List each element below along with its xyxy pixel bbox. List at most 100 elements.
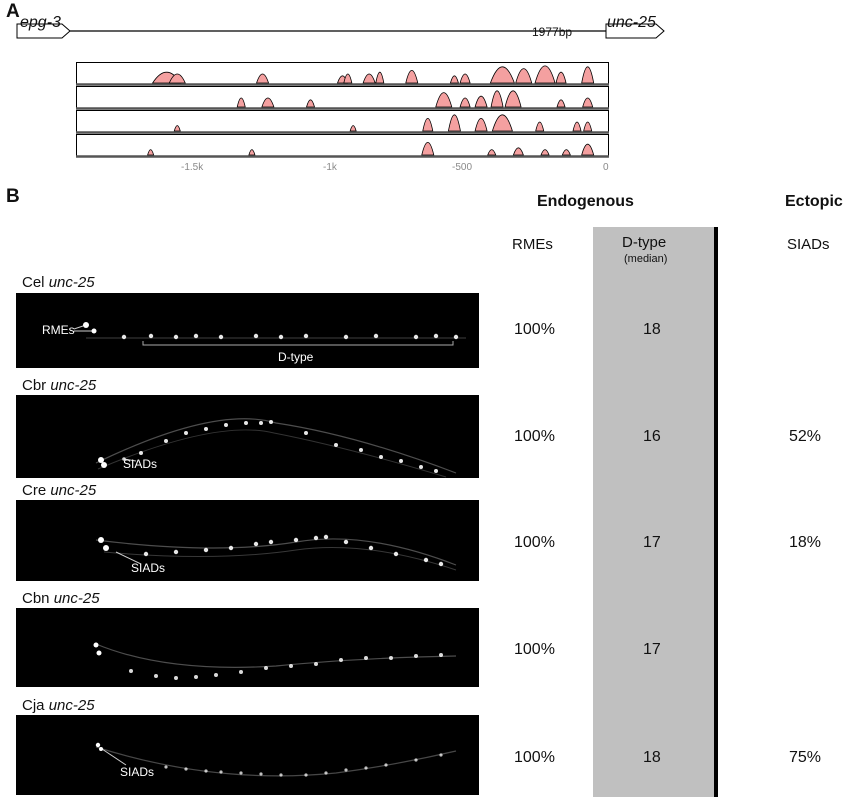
neuron-spot xyxy=(99,747,103,751)
conservation-peak xyxy=(449,75,459,84)
conservation-peak xyxy=(349,125,357,132)
neuron-spot xyxy=(339,658,343,662)
neuron-spot xyxy=(148,333,154,339)
neuron-spot xyxy=(173,334,179,340)
neuron-spot xyxy=(268,539,274,545)
neuron-spot xyxy=(323,534,329,540)
conservation-peak xyxy=(555,71,567,84)
panel-a-letter: A xyxy=(6,1,20,22)
neuron-spot xyxy=(218,334,224,340)
neuron-spot xyxy=(343,539,349,545)
neuron-spot xyxy=(204,769,208,773)
neuron-spot xyxy=(304,431,308,435)
conservation-track-2 xyxy=(76,86,609,109)
neuron-spot xyxy=(103,545,109,551)
neuron-spot xyxy=(359,448,363,452)
neuron-spot xyxy=(93,642,99,648)
conservation-peak xyxy=(261,97,275,108)
conservation-peak xyxy=(435,92,453,108)
neuron-spot xyxy=(194,675,198,679)
unc25-gene-label: unc-25 xyxy=(607,14,656,31)
siads-value-cre: 18% xyxy=(789,534,822,551)
annotation-leader-line xyxy=(73,324,87,330)
neuron-spot xyxy=(304,773,308,777)
neuron-spot xyxy=(259,421,263,425)
dtype-value-cel: 18 xyxy=(643,321,661,338)
conservation-peak xyxy=(491,114,513,132)
neuron-spot xyxy=(224,423,228,427)
siads-value-cja: 75% xyxy=(789,749,822,766)
conservation-peak xyxy=(405,69,419,84)
neuron-spot xyxy=(423,557,429,563)
conservation-peak xyxy=(474,95,488,108)
conservation-peak xyxy=(504,90,522,108)
annotation-dtype: D-type xyxy=(278,350,314,364)
rmes-value-cre: 100% xyxy=(514,534,555,551)
conservation-peak xyxy=(168,73,186,84)
conservation-peak xyxy=(487,149,497,156)
neuron-spot xyxy=(438,561,444,567)
neuron-spot xyxy=(244,421,248,425)
neuron-spot xyxy=(121,334,127,340)
annotation-leader-line xyxy=(115,551,142,565)
neuron-spot xyxy=(303,333,309,339)
neuron-spot xyxy=(154,674,158,678)
conservation-peak xyxy=(305,99,316,108)
conservation-peak xyxy=(343,73,353,84)
micrograph-cbn xyxy=(16,608,479,687)
conservation-peak xyxy=(540,149,550,156)
neuron-spot xyxy=(399,459,403,463)
neuron-spot xyxy=(95,742,101,748)
neuron-spot xyxy=(278,334,284,340)
annotation-siads-cja: SIADs xyxy=(120,765,155,779)
neuron-spot xyxy=(129,669,133,673)
length-label: 1977bp xyxy=(532,25,573,39)
dtype-column-subheader: (median) xyxy=(624,253,668,265)
endogenous-header: Endogenous xyxy=(537,193,634,210)
conservation-peak xyxy=(421,141,435,156)
neuron-spot xyxy=(239,670,243,674)
neuron-spot xyxy=(239,771,243,775)
dtype-value-cbn: 17 xyxy=(643,641,661,658)
annotation-siads-cbr: SIADs xyxy=(123,457,158,471)
neuron-spot xyxy=(364,766,368,770)
conservation-peak xyxy=(556,99,566,108)
neuron-spot xyxy=(269,420,273,424)
micrograph-cja xyxy=(16,715,479,795)
conservation-peak xyxy=(582,97,594,108)
micrograph-cbr xyxy=(16,395,479,478)
worm-body-outline xyxy=(103,547,457,571)
conservation-peak xyxy=(147,149,155,156)
tick-label-500: -500 xyxy=(452,162,473,173)
conservation-peak xyxy=(459,73,471,84)
conservation-peak xyxy=(248,149,256,156)
annotation-leader-line xyxy=(101,748,127,766)
neuron-spot xyxy=(214,673,218,677)
annotation-leader-line xyxy=(123,458,137,462)
conservation-track-3 xyxy=(76,110,609,133)
conservation-peak xyxy=(447,114,461,132)
worm-body-outline xyxy=(95,418,457,474)
annotation-siads-cre: SIADs xyxy=(131,561,166,575)
neuron-spot xyxy=(101,462,107,468)
rmes-value-cbn: 100% xyxy=(514,641,555,658)
neuron-spot xyxy=(414,758,418,762)
rmes-column-header: RMEs xyxy=(512,236,553,253)
neuron-spot xyxy=(314,662,318,666)
siads-value-cbr: 52% xyxy=(789,428,822,445)
neuron-spot xyxy=(433,333,439,339)
conservation-plot xyxy=(76,62,609,158)
conservation-peak xyxy=(236,97,246,108)
epg3-gene-arrow xyxy=(16,23,71,39)
neuron-spot xyxy=(259,772,263,776)
ectopic-header: Ectopic xyxy=(785,193,843,210)
conservation-peak xyxy=(515,68,533,84)
unc25-gene-arrow xyxy=(605,23,665,39)
neuron-spot xyxy=(228,545,234,551)
conservation-peak xyxy=(534,65,556,84)
dtype-value-cja: 18 xyxy=(643,749,661,766)
tick-label-1000: -1k xyxy=(323,162,337,173)
worm-body-outline xyxy=(95,746,457,777)
neuron-spot xyxy=(174,676,178,680)
neuron-spot xyxy=(139,451,143,455)
